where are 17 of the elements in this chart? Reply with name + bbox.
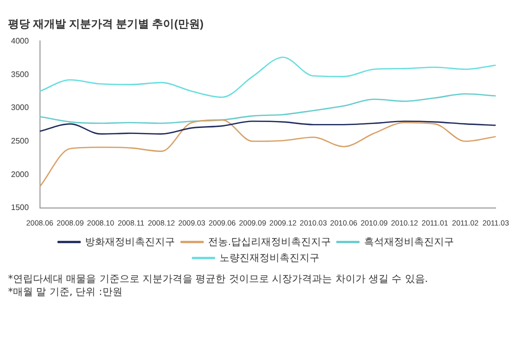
legend-label: 방화재정비촉진지구 — [85, 236, 176, 248]
legend-label: 흑석재정비촉진지구 — [364, 236, 454, 248]
y-tick-label: 3000 — [11, 103, 30, 112]
y-tick-label: 4000 — [11, 36, 30, 46]
y-tick-label: 2000 — [11, 170, 30, 179]
y-tick-label: 2500 — [11, 136, 30, 146]
y-tick-label: 1500 — [11, 203, 30, 212]
line-series — [39, 56, 496, 98]
line-series — [39, 119, 496, 188]
legend-label: 전농.답십리재정비촉진지구 — [208, 236, 331, 248]
text: *연립다세대 매물을 기준으로 지분가격을 평균한 것이므로 시장가격과는 차이가 생길 수 있음. — [8, 273, 429, 286]
line-series — [39, 120, 496, 135]
legend-label: 노량진재정비촉진지구 — [220, 252, 320, 264]
text: *매월 말 기준, 단위 :만원 — [8, 286, 124, 299]
line-series — [39, 93, 496, 124]
y-tick-label: 3500 — [11, 70, 30, 79]
chart-title: 평당 재개발 지분가격 분기별 추이(만원) — [8, 18, 204, 31]
